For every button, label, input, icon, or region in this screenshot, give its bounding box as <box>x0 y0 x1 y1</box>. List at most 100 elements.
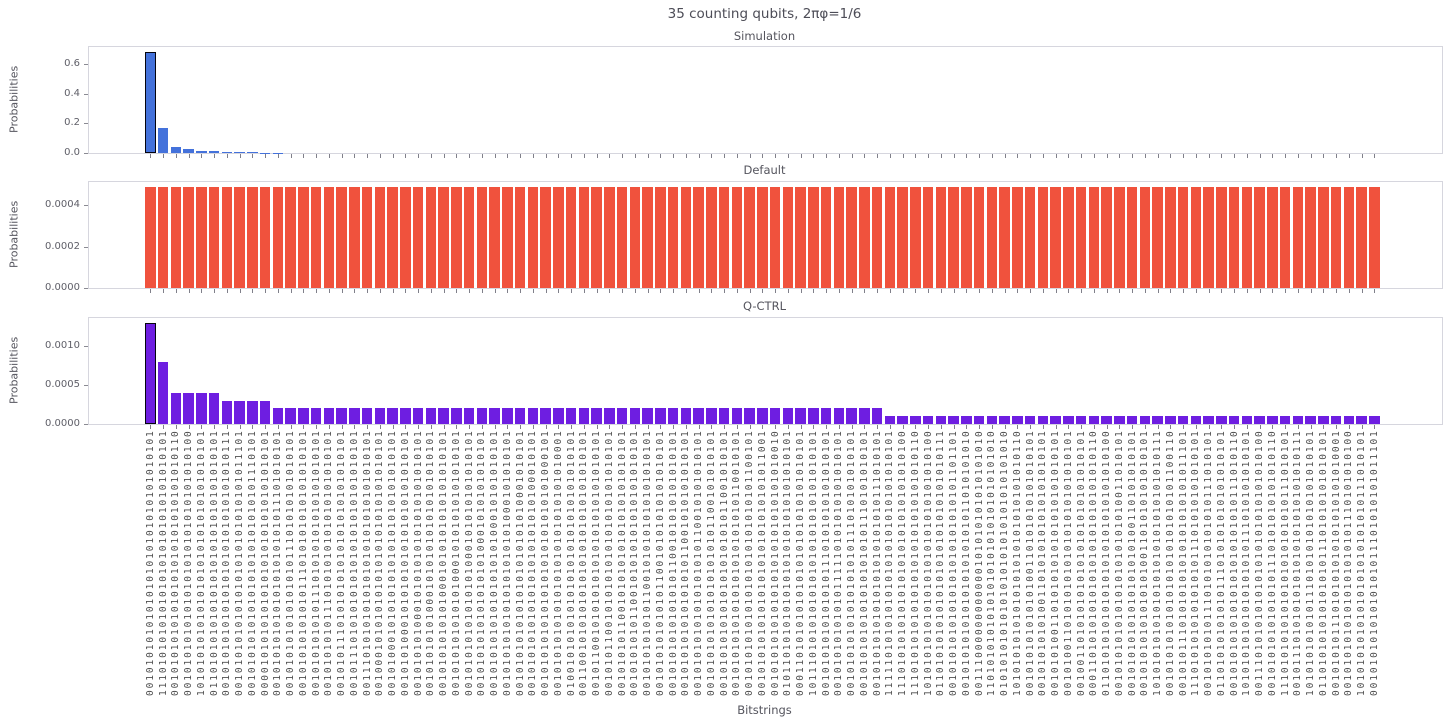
x-tick-label: 00110010101010101010101010101010101 <box>578 429 590 696</box>
bar <box>655 408 666 424</box>
x-tick <box>1030 289 1032 293</box>
x-tick <box>1157 425 1159 429</box>
x-tick-label: 00101010101010101000101010101010101 <box>463 429 475 696</box>
bar <box>808 408 819 424</box>
x-tick <box>443 289 445 293</box>
x-tick-label: 11101010101010101010101010101010100 <box>897 429 909 696</box>
x-tick-label: 00100010101010101010101010101010101 <box>374 429 386 696</box>
x-tick <box>991 289 993 293</box>
x-tick <box>953 154 955 158</box>
y-tick <box>84 246 88 248</box>
x-tick <box>583 425 585 429</box>
y-tick-label: 0.0005 <box>45 379 80 391</box>
x-tick <box>928 425 930 429</box>
x-tick-label: 00101010101010101010101010101101101 <box>948 429 960 696</box>
bar <box>1330 186 1342 288</box>
x-tick <box>379 289 381 293</box>
x-tick <box>1183 425 1185 429</box>
x-tick <box>469 289 471 293</box>
x-tick-label: 11101010101010101010101010101010101 <box>157 429 169 696</box>
x-tick-label: 00101011101010101010101010101011101 <box>1177 429 1189 696</box>
bar <box>400 408 411 424</box>
x-tick <box>545 154 547 158</box>
x-tick <box>711 154 713 158</box>
x-tick-label: 00101010101010101010101010101100101 <box>744 429 756 696</box>
bar <box>1126 186 1138 288</box>
x-tick-label: 00101010101010101010101100101010101 <box>705 429 717 696</box>
x-tick-label: 00101010101010001010101010101010101 <box>438 429 450 696</box>
bar <box>400 186 411 288</box>
x-tick-label: 00101010101010101010101010101110101 <box>246 429 258 696</box>
x-tick <box>813 289 815 293</box>
x-tick <box>456 425 458 429</box>
bar <box>247 400 258 424</box>
bar <box>629 186 641 288</box>
bar <box>1356 416 1367 424</box>
bar <box>706 186 717 288</box>
bar <box>1216 186 1227 288</box>
bar <box>208 151 220 153</box>
x-tick <box>265 289 267 293</box>
x-tick-label: 00101010101010100110101010101010101 <box>1024 429 1036 696</box>
bar <box>1254 416 1265 424</box>
bar <box>1279 186 1291 288</box>
x-tick <box>647 425 649 429</box>
y-tick <box>84 346 88 348</box>
x-tick <box>405 425 407 429</box>
bar <box>323 408 335 424</box>
x-tick <box>787 154 789 158</box>
bar <box>578 186 590 288</box>
x-tick <box>1374 154 1376 158</box>
bar <box>1114 186 1125 288</box>
bar <box>1305 416 1316 424</box>
bar <box>387 408 398 424</box>
x-tick <box>252 425 254 429</box>
bar <box>922 186 934 288</box>
bar <box>349 186 360 288</box>
x-tick <box>902 154 904 158</box>
x-tick <box>1055 425 1057 429</box>
x-tick-label: 00101010101010101010101000101010101 <box>501 429 513 696</box>
x-tick <box>571 154 573 158</box>
x-tick <box>775 289 777 293</box>
x-tick <box>966 289 968 293</box>
x-tick <box>749 154 751 158</box>
x-tick <box>1221 425 1223 429</box>
bar <box>1050 416 1061 424</box>
x-tick <box>583 154 585 158</box>
bar <box>425 186 437 288</box>
x-tick <box>150 154 152 158</box>
x-tick <box>698 425 700 429</box>
bar <box>718 186 730 288</box>
x-tick <box>252 289 254 293</box>
x-tick <box>889 289 891 293</box>
x-tick <box>1208 289 1210 293</box>
x-tick <box>1336 154 1338 158</box>
x-tick-label: 00011010101010101010101010101010110 <box>1088 429 1100 696</box>
x-tick-label: 00101010101010101010101010111010101 <box>871 429 883 696</box>
x-tick <box>596 289 598 293</box>
x-tick <box>940 289 942 293</box>
bar <box>514 408 526 424</box>
y-tick-label: 0.0010 <box>45 340 80 352</box>
x-tick-label: 00101010101010101001101010101010101 <box>1139 429 1151 696</box>
x-tick-label: 01101010101010111010101010101010101 <box>1215 429 1227 696</box>
x-tick <box>481 154 483 158</box>
x-tick <box>571 425 573 429</box>
bar <box>591 408 602 424</box>
axes-simulation <box>88 46 1443 154</box>
bar <box>1203 416 1214 424</box>
x-tick-label: 00101001101010101010101010101010101 <box>1062 429 1074 696</box>
bar <box>234 400 245 424</box>
bar <box>170 146 182 153</box>
x-tick-label: 00101010101010101100101010101010101 <box>667 429 679 696</box>
x-tick <box>1297 289 1299 293</box>
y-tick-label: 0.0002 <box>45 240 80 252</box>
x-tick <box>1323 425 1325 429</box>
x-tick <box>277 154 279 158</box>
x-tick <box>685 289 687 293</box>
x-tick <box>826 154 828 158</box>
bar <box>1228 186 1240 288</box>
x-tick-label: 00101010101010100010101010101010101 <box>450 429 462 696</box>
